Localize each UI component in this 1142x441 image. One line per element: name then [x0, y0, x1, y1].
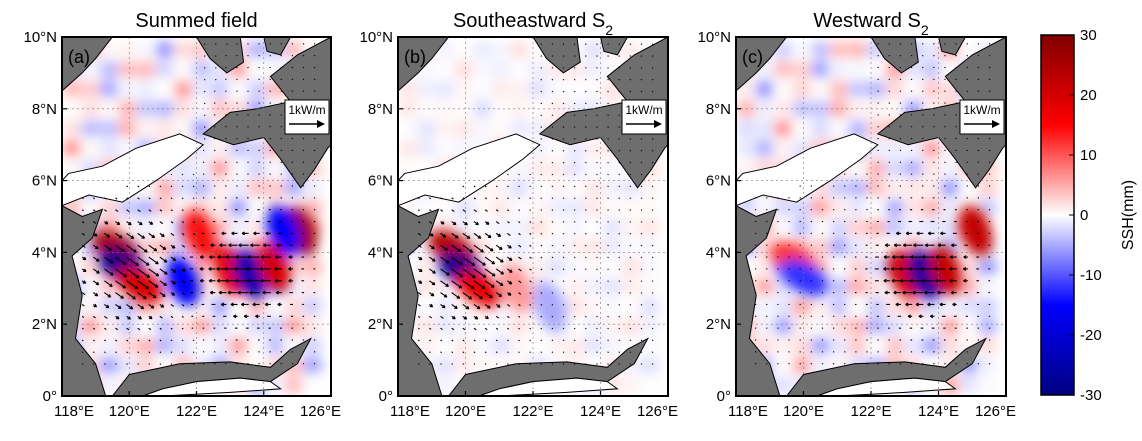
- y-tick-label: 2°N: [368, 316, 393, 333]
- y-tick-label: 0°: [717, 388, 731, 405]
- ssh-anomalies: [92, 205, 318, 307]
- panel-label: (a): [68, 47, 90, 67]
- panel-title: Westward S2: [813, 10, 928, 38]
- panel-title: Southeastward S2: [453, 10, 613, 38]
- ssh-anomalies: [769, 205, 993, 299]
- gridlines: [398, 37, 668, 396]
- y-tick-label: 8°N: [368, 101, 393, 118]
- y-tick-label: 10°N: [23, 29, 57, 46]
- x-tick-label: 124°E: [580, 403, 621, 420]
- y-tick-label: 6°N: [32, 173, 57, 190]
- x-tick-label: 120°E: [783, 403, 824, 420]
- y-tick-label: 8°N: [32, 101, 57, 118]
- x-tick-label: 118°E: [728, 403, 768, 420]
- panel-2: 1kW/m (b) Southeastward S2 118°E 120°E 122°E 1…: [359, 10, 678, 420]
- colorbar-label: SSH(mm): [1120, 180, 1137, 250]
- colorbar-tick-label: 0: [1080, 207, 1088, 224]
- x-tick-label: 122°E: [176, 403, 217, 420]
- y-tick-label: 2°N: [706, 316, 731, 333]
- panel-label: (c): [742, 47, 763, 67]
- colorbar-tick-label: 10: [1080, 147, 1097, 164]
- axis-ticks: [397, 36, 669, 397]
- y-tick-label: 10°N: [359, 29, 393, 46]
- axis-ticks: [735, 36, 1007, 397]
- reference-vector: 1kW/m: [621, 99, 667, 135]
- colorbar-tick-label: -10: [1080, 267, 1102, 284]
- colorbar-tick-label: -30: [1080, 387, 1102, 404]
- x-tick-label: 124°E: [243, 403, 284, 420]
- panel-title: Summed field: [135, 10, 257, 32]
- reference-vector-label: 1kW/m: [963, 103, 1000, 117]
- y-tick-label: 2°N: [32, 316, 57, 333]
- y-tick-label: 8°N: [706, 101, 731, 118]
- x-tick-label: 118°E: [54, 403, 94, 420]
- x-tick-label: 126°E: [300, 403, 341, 420]
- ssh-anomalies: [428, 230, 567, 332]
- x-tick-label: 126°E: [637, 403, 678, 420]
- colorbar-tick-label: 30: [1080, 27, 1097, 44]
- colorbar-scale: [1040, 34, 1075, 396]
- land: [398, 37, 668, 396]
- colorbar-tick-label: 20: [1080, 87, 1097, 104]
- flux-arrows: [755, 43, 991, 365]
- y-tick-label: 0°: [43, 388, 57, 405]
- reference-vector-label: 1kW/m: [288, 103, 325, 117]
- panel-1: 1kW/m (a) Summed field 118°E 120°E 122°E 124°E…: [23, 10, 341, 420]
- reference-vector: 1kW/m: [284, 99, 330, 135]
- y-tick-label: 6°N: [368, 173, 393, 190]
- x-tick-label: 120°E: [445, 403, 486, 420]
- reference-vector: 1kW/m: [959, 99, 1005, 135]
- y-tick-label: 10°N: [697, 29, 731, 46]
- y-tick-label: 4°N: [368, 244, 393, 261]
- x-tick-label: 120°E: [109, 403, 150, 420]
- x-tick-label: 122°E: [850, 403, 891, 420]
- x-tick-label: 126°E: [975, 403, 1016, 420]
- panel-3: 1kW/m (c) Westward S2 118°E 120°E 122°E 124°E 1…: [697, 10, 1016, 420]
- y-tick-label: 4°N: [706, 244, 731, 261]
- axis-ticks: [61, 36, 332, 397]
- colorbar: 30 20 10 0 -10 -20 -30 SSH(mm): [1040, 27, 1137, 404]
- y-tick-label: 6°N: [706, 173, 731, 190]
- land: [736, 37, 1006, 396]
- x-tick-label: 118°E: [390, 403, 430, 420]
- colorbar-tick-label: -20: [1080, 327, 1102, 344]
- x-tick-label: 124°E: [918, 403, 959, 420]
- flux-arrows: [417, 43, 654, 365]
- reference-vector-label: 1kW/m: [625, 103, 662, 117]
- y-tick-label: 0°: [379, 388, 393, 405]
- panel-label: (b): [404, 47, 426, 67]
- y-tick-label: 4°N: [32, 244, 57, 261]
- x-tick-label: 122°E: [512, 403, 553, 420]
